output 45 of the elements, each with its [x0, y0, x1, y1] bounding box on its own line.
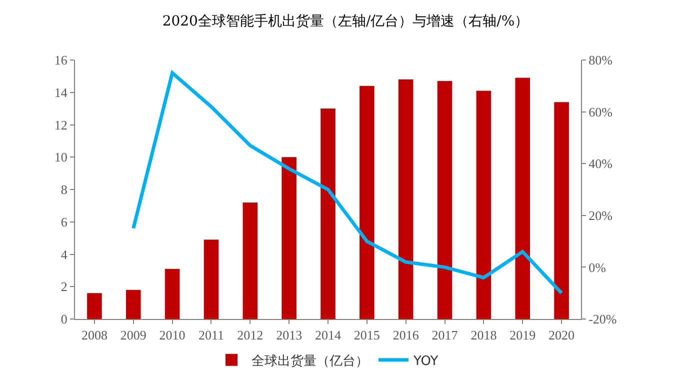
y-tick-label: 12 — [54, 117, 68, 132]
x-tick-label: 2013 — [276, 328, 302, 343]
y2-tick-label: 40% — [588, 156, 613, 172]
bar — [515, 78, 530, 319]
x-tick-label: 2010 — [159, 328, 186, 343]
x-tick-label: 2020 — [548, 328, 575, 343]
x-tick-label: 2017 — [432, 328, 458, 343]
bar — [360, 86, 374, 319]
y2-tick-label: 80% — [588, 52, 613, 68]
bar — [164, 268, 180, 319]
bar — [437, 81, 452, 319]
y-tick-label: 6 — [60, 214, 68, 230]
y-tick-label: 4 — [60, 246, 68, 262]
y-tick-label: 14 — [54, 84, 68, 100]
bar — [204, 240, 219, 319]
bar — [476, 90, 492, 319]
x-tick-label: 2008 — [81, 328, 108, 343]
x-tick-label: 2016 — [392, 328, 420, 343]
y2-tick-label: 20% — [588, 208, 613, 223]
bar — [398, 79, 414, 319]
chart-title: 2020全球智能手机出货量（左轴/亿台）与增速（右轴/%） — [162, 13, 529, 30]
bar — [320, 108, 336, 319]
y2-tick-label: 60% — [588, 104, 613, 120]
legend-label: YOY — [412, 354, 438, 369]
x-tick-label: 2018 — [470, 328, 497, 343]
bar — [126, 290, 141, 319]
y-tick-label: 2 — [60, 279, 68, 294]
x-tick-label: 2019 — [510, 328, 536, 343]
bar — [242, 202, 258, 319]
y2-tick-label: 0% — [588, 260, 606, 275]
bar — [282, 157, 296, 319]
y2-tick-label: -20% — [588, 312, 617, 327]
y-tick-label: 10 — [54, 150, 68, 165]
legend-label: 全球出货量（亿台） — [252, 354, 368, 369]
y-tick-label: 8 — [60, 182, 68, 198]
x-tick-label: 2011 — [198, 328, 224, 343]
bar — [87, 293, 102, 319]
y-tick-label: 16 — [54, 52, 68, 68]
x-tick-label: 2015 — [354, 328, 380, 343]
x-tick-label: 2012 — [237, 328, 264, 343]
x-tick-label: 2009 — [120, 328, 146, 343]
x-tick-label: 2014 — [315, 328, 342, 343]
y-tick-label: 0 — [60, 312, 68, 327]
line-series — [132, 71, 564, 295]
bar — [554, 102, 569, 319]
